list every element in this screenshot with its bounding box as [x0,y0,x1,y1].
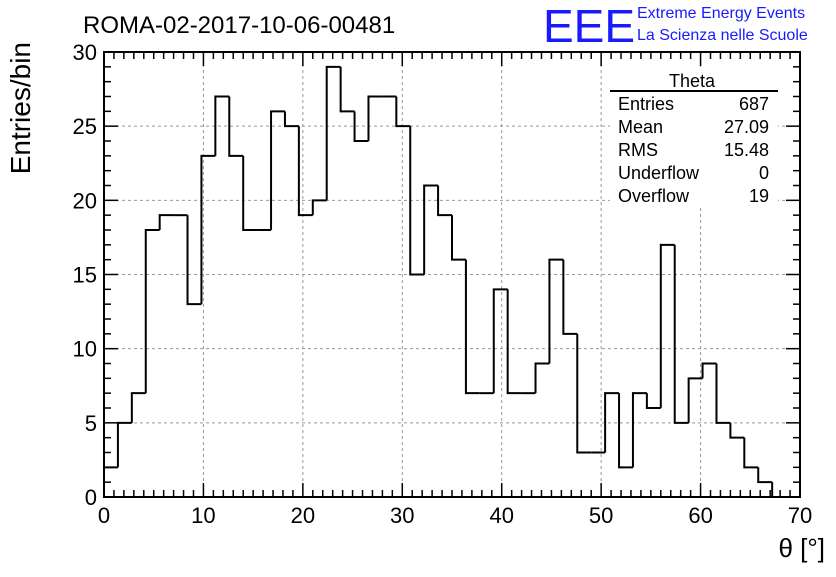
histogram-bin [673,244,689,424]
histogram-bin [325,65,341,201]
histogram-bin [506,289,522,395]
stats-row-value: 27.09 [724,117,769,137]
stats-row-label: Overflow [618,186,690,206]
logo-line-2: La Scienza nelle Scuole [637,27,808,44]
histogram-bin [200,154,216,305]
stats-row-value: 19 [749,186,769,206]
y-axis-label: Entries/bin [5,42,36,174]
x-axis-label: θ [°] [778,533,825,563]
stats-box-background [610,70,778,208]
histogram-bin [729,422,745,439]
histogram-bin [186,215,202,306]
stats-row-label: Mean [618,117,663,137]
x-tick-label: 30 [390,503,414,528]
histogram-bin [451,215,466,261]
histogram-bin [242,155,258,231]
y-tick-labels: 0 5 10 15 20 25 30 [73,40,97,510]
stats-row-label: Entries [618,94,674,114]
stats-row-value: 0 [759,163,769,183]
histogram-bin [701,362,717,379]
histogram-bin [311,199,327,216]
histogram-bin [228,96,244,157]
histogram-bin [464,259,480,395]
x-tick-label: 0 [98,503,110,528]
y-tick-label: 20 [73,188,97,213]
histogram-bars [103,65,774,497]
histogram-bin [367,95,383,141]
histogram-bin [409,126,425,276]
logo-line-1: Extreme Energy Events [637,5,805,22]
run-title: ROMA-02-2017-10-06-00481 [83,12,395,39]
histogram-bin [492,288,508,394]
x-tick-label: 60 [688,503,712,528]
x-tick-label: 10 [191,503,215,528]
histogram-bin [687,377,703,423]
histogram-bin [757,467,773,484]
y-tick-label: 15 [73,263,97,288]
stats-row-value: 687 [739,94,769,114]
y-tick-label: 25 [73,114,97,139]
histogram-bin [130,392,146,423]
histogram-bin [645,393,661,409]
histogram-bin [659,243,675,408]
histogram-bin [715,363,731,424]
histogram-bin [576,333,592,454]
histogram-bin [214,95,230,156]
histogram-bin [548,258,564,364]
histogram-bin [353,111,369,142]
eee-logo-mark: EEE [543,0,635,52]
stats-row-label: RMS [618,140,658,160]
stats-box: Theta Entries 687 Mean 27.09 RMS 15.48 Underfl… [610,70,778,208]
histogram-bin [283,111,299,128]
stats-box-title: Theta [669,71,716,91]
histogram-bin [144,229,160,394]
histogram-bin [562,259,578,335]
histogram-bin [604,392,620,453]
eee-logo: EEE Extreme Energy Events La Scienza nel… [543,0,808,52]
stats-row-label: Underflow [618,163,700,183]
x-tick-label: 70 [788,503,812,528]
x-tick-label: 40 [489,503,513,528]
x-tick-labels: 0 10 20 30 40 50 60 70 [98,503,812,528]
stats-box-rows: Entries 687 Mean 27.09 RMS 15.48 Underflow 0 Ove… [618,94,769,206]
histogram-bin [116,421,132,468]
histogram-bin [158,214,174,230]
y-tick-label: 0 [85,485,97,510]
histogram-bin [534,362,550,394]
tick-marks [103,51,801,498]
x-tick-label: 50 [589,503,613,528]
y-tick-label: 5 [85,411,97,436]
histogram-bin [437,185,452,217]
histogram-bin [631,392,647,468]
histogram-bin [339,66,355,113]
y-tick-label: 10 [73,337,97,362]
histogram-bin [743,437,759,469]
histogram-bin [423,184,439,275]
histogram-bin [270,110,285,230]
histogram-bin [618,393,633,469]
stats-row-value: 15.48 [724,140,769,160]
grid-lines [104,52,800,497]
x-tick-label: 20 [291,503,315,528]
y-tick-label: 30 [73,40,97,65]
histogram-bin [395,96,411,128]
histogram-bin [297,126,313,217]
